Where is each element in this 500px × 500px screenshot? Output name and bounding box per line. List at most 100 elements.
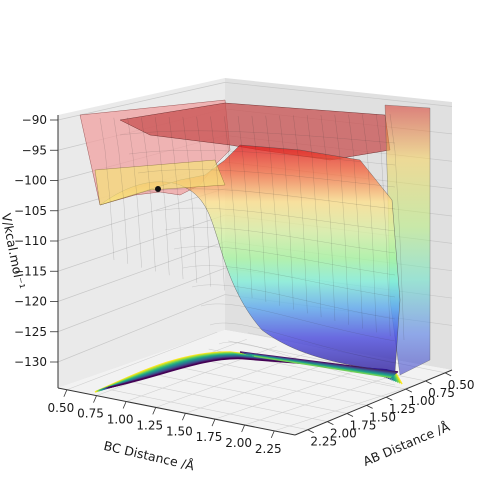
mesh-line (210, 116, 225, 291)
grid-line (57, 294, 226, 363)
x-tick-mark (366, 404, 373, 409)
grid-line (188, 356, 387, 398)
mesh-line (209, 322, 396, 364)
marker-point (155, 186, 161, 192)
mesh-line (362, 114, 377, 333)
y-tick-mark (93, 395, 97, 403)
x-axis-ticks: 0.500.751.001.251.501.752.002.25 (307, 372, 475, 449)
y-tick-mark (241, 424, 246, 433)
grid-line (224, 82, 453, 107)
mesh-line (200, 303, 396, 342)
x-tick-mark (386, 396, 393, 401)
mesh-line (293, 115, 308, 314)
z-tick-label: −120 (14, 295, 47, 309)
y-tick-mark (270, 430, 275, 439)
z-tick-label: −95 (22, 143, 47, 157)
x-tick-label: 1.50 (369, 410, 396, 424)
z-tick-label: −115 (14, 264, 47, 278)
grid-line (110, 389, 308, 431)
y-tick-label: 0.50 (48, 401, 75, 415)
mesh-line (279, 115, 294, 310)
mesh-line (389, 113, 405, 341)
z-tick-label: −125 (14, 325, 47, 339)
y-tick-label: 0.75 (77, 407, 104, 421)
y-tick-mark (152, 407, 157, 415)
x-tick-mark (346, 413, 354, 417)
mesh-line (141, 117, 156, 272)
y-tick-label: 2.00 (225, 436, 252, 450)
x-tick-mark (425, 380, 432, 385)
x-tick-label: 1.75 (350, 418, 377, 432)
y-axis-ticks: 0.50 0.75 1.00 1.25 1.50 1.75 2.00 2.25 (48, 389, 282, 456)
x-tick-label: 2.00 (330, 427, 357, 441)
grid-line (274, 381, 425, 432)
mesh-line (265, 115, 280, 306)
x-tick-mark (444, 372, 452, 377)
mesh-line (191, 284, 396, 320)
mesh-line (320, 114, 336, 321)
z-tick-label: −90 (22, 113, 47, 127)
mesh-line (348, 114, 363, 329)
mesh-line (128, 150, 396, 166)
mesh-line (127, 117, 142, 268)
mesh-line (164, 227, 396, 254)
mesh-line (173, 246, 396, 276)
grid-line (57, 188, 226, 242)
z-tick-label: −130 (14, 355, 47, 369)
mesh-line (146, 188, 396, 210)
z-axis-ticks: −90 −95 −100 −105 −110 −115 −120 −125 −130 (14, 113, 58, 369)
surface-mesh (99, 113, 405, 386)
mesh-line (196, 116, 211, 287)
mesh-line (119, 130, 396, 144)
y-axis-label: BC Distance /Å (102, 438, 196, 474)
z-axis-label: V/kcal.mol⁻¹ (0, 212, 28, 290)
x-tick-mark (327, 421, 334, 425)
grid-line (57, 214, 226, 272)
mesh-line (224, 116, 239, 295)
grid-line (149, 373, 348, 414)
grid-line (214, 367, 366, 420)
x-tick-mark (307, 429, 314, 434)
x-tick-label: 1.25 (389, 402, 416, 416)
grid-line (57, 267, 226, 333)
y-tick-label: 1.75 (196, 430, 223, 444)
mesh-line (113, 117, 129, 264)
mesh-line (218, 341, 396, 386)
mesh-line (306, 115, 322, 318)
grid-line (185, 360, 336, 414)
grid-line (57, 241, 226, 302)
mesh-line (375, 114, 391, 337)
mesh-line (99, 117, 115, 261)
x-tick-label: 1.00 (409, 394, 436, 408)
y-tick-mark (63, 389, 68, 397)
x-tick-label: 0.50 (448, 378, 475, 392)
mesh-line (334, 114, 349, 325)
mesh-line (182, 265, 396, 298)
mesh-line (237, 116, 253, 299)
z-tick-label: −100 (14, 174, 47, 188)
y-tick-mark (122, 401, 127, 409)
mesh-line (182, 116, 198, 283)
y-tick-label: 1.25 (136, 418, 163, 432)
x-tick-label: 0.75 (428, 386, 455, 400)
z-tick-label: −105 (14, 204, 47, 218)
grid-line (155, 353, 307, 408)
y-tick-label: 2.25 (255, 442, 282, 456)
grid-line (130, 381, 328, 422)
mesh-line (155, 117, 170, 276)
grid-line (66, 331, 218, 391)
x-tick-mark (405, 388, 413, 393)
mesh-line (168, 117, 184, 280)
surface-yellow-ridge (94, 159, 226, 206)
potential-surface (79, 99, 431, 386)
y-tick-label: 1.00 (107, 413, 134, 427)
mesh-line (137, 169, 396, 188)
y-axis-line (57, 387, 296, 436)
grid-line (244, 374, 396, 426)
mesh-line (251, 115, 267, 302)
grid-line (169, 365, 367, 406)
y-tick-mark (211, 418, 216, 427)
y-tick-label: 1.50 (166, 424, 193, 438)
